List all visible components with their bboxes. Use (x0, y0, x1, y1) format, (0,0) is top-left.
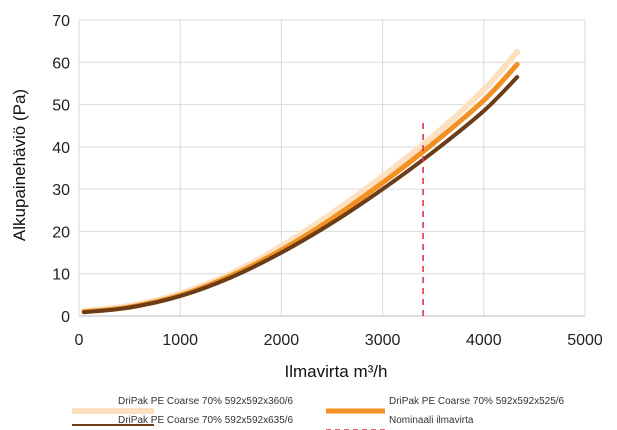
y-tick-label: 60 (52, 55, 70, 72)
y-tick-label: 70 (52, 13, 70, 30)
x-tick-label: 0 (75, 332, 84, 349)
y-axis-label: Alkupainehäviö (Pa) (10, 89, 29, 241)
series-layer (81, 48, 521, 316)
y-tick-label: 30 (52, 182, 70, 199)
x-tick-label: 5000 (567, 332, 603, 349)
y-tick-label: 50 (52, 98, 70, 115)
legend-label: DriPak PE Coarse 70% 592x592x635/6 (118, 415, 294, 426)
tick-labels: 0 10 20 30 40 50 60 70 0 1000 2000 3000 4000 5000 (52, 13, 603, 349)
legend-label: Nominaali ilmavirta (389, 415, 474, 426)
x-tick-label: 3000 (365, 332, 401, 349)
x-tick-label: 4000 (466, 332, 502, 349)
series-line-1 (81, 48, 521, 314)
y-tick-label: 40 (52, 140, 70, 157)
x-axis-label: Ilmavirta m³/h (285, 362, 388, 381)
y-tick-label: 10 (52, 267, 70, 284)
series-line-3 (82, 75, 520, 315)
grid (78, 19, 586, 317)
y-tick-label: 0 (61, 309, 70, 326)
series-line-2 (81, 61, 520, 315)
legend-label: DriPak PE Coarse 70% 592x592x360/6 (118, 396, 294, 407)
x-tick-label: 1000 (162, 332, 198, 349)
legend-label: DriPak PE Coarse 70% 592x592x525/6 (389, 396, 565, 407)
legend: DriPak PE Coarse 70% 592x592x360/6 DriPak… (72, 396, 565, 430)
y-tick-label: 20 (52, 224, 70, 241)
x-tick-label: 2000 (264, 332, 300, 349)
